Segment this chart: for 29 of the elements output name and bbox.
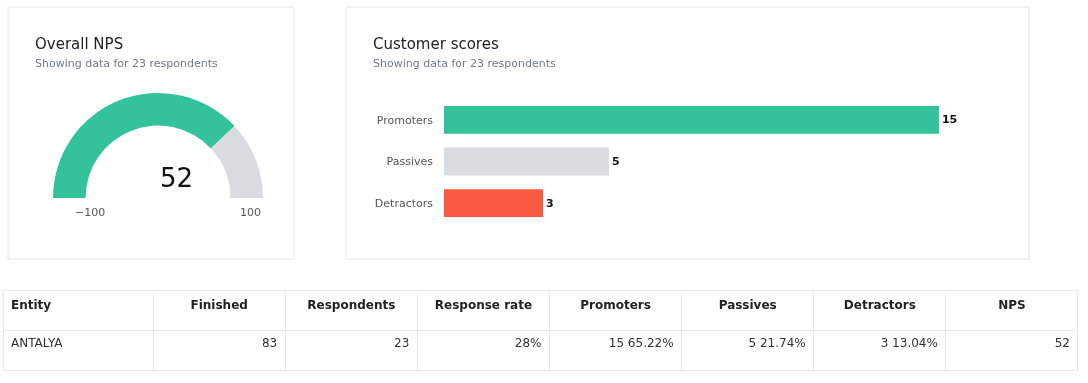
data-label: 3: [545, 196, 554, 210]
text: 83: [261, 336, 278, 350]
category-label: Respondents: [307, 298, 396, 312]
category-label: NPS: [998, 298, 1026, 312]
text: 28%: [514, 336, 542, 350]
text: 52: [160, 163, 194, 193]
text: −100: [75, 206, 106, 219]
chart-subtitle: Showing data for 23 respondents: [373, 57, 557, 70]
text: 15 65.22%: [608, 336, 674, 350]
chart-subtitle: Showing data for 23 respondents: [35, 57, 219, 70]
text: ANTALYA: [11, 336, 63, 350]
chart-title: Overall NPS: [35, 35, 124, 53]
chart-title: Customer scores: [373, 35, 499, 53]
category-label: Detractors: [843, 298, 916, 312]
data-label: 15: [941, 113, 958, 127]
category-label: Finished: [190, 298, 248, 312]
text: 52: [1054, 336, 1070, 350]
y-tick-label: Detractors: [374, 197, 434, 211]
y-tick-label: Promoters: [376, 113, 434, 127]
y-tick-label: Passives: [386, 155, 434, 169]
category-label: Promoters: [580, 298, 651, 312]
category-label: Passives: [718, 298, 777, 312]
text: 23: [394, 336, 410, 350]
text: 100: [240, 206, 261, 219]
category-label: Entity: [11, 298, 52, 312]
data-label: 5: [611, 155, 620, 168]
text: 3 13.04%: [880, 336, 938, 350]
text: 5 21.74%: [748, 336, 806, 350]
category-label: Response rate: [434, 298, 533, 312]
